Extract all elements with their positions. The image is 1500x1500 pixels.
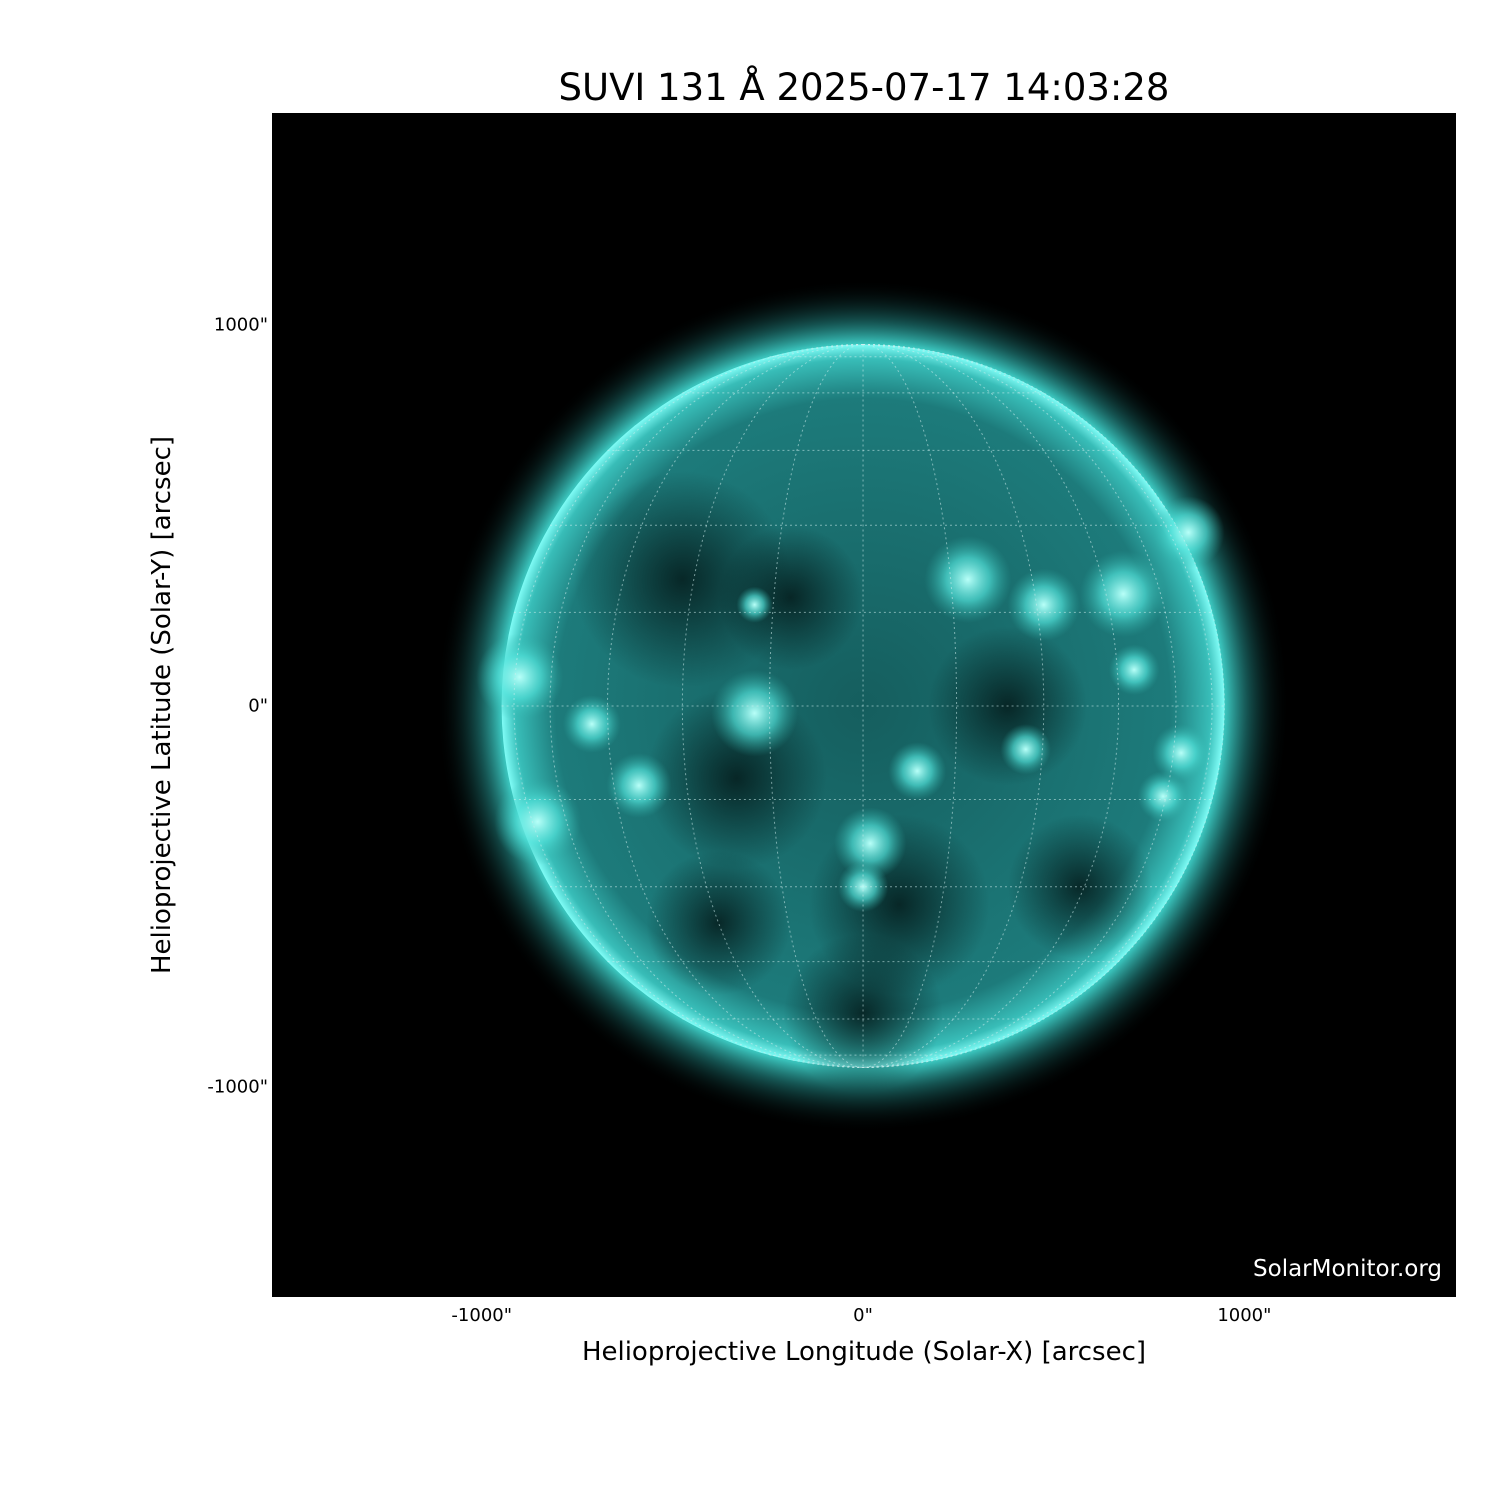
active-region [1137,771,1189,822]
active-region [1108,644,1160,696]
solar-image-axes: SolarMonitor.org [272,113,1456,1297]
longitude-grid-line [682,343,864,1068]
dark-region [646,850,791,996]
dark-region [1007,814,1153,959]
x-tick-label: -1000" [451,1305,513,1326]
active-region [1152,496,1225,569]
x-axis-label: Helioprojective Longitude (Solar-X) [arc… [581,1337,1147,1367]
longitude-grid-line [607,343,864,1068]
active-region [1152,724,1211,782]
longitude-grid-line [863,343,957,1068]
longitude-grid-line [863,343,1225,1068]
longitude-grid-line [550,343,864,1068]
dark-region [718,525,864,670]
watermark: SolarMonitor.org [1253,1256,1442,1282]
active-region [834,807,907,880]
active-region [736,586,773,623]
y-tick-label: -1000" [207,1076,268,1098]
x-tick-label: 1000" [1217,1305,1272,1326]
active-region [711,669,798,757]
dark-region [783,933,943,1093]
solar-image [436,279,1290,1133]
active-region [1000,724,1052,775]
longitude-grid-line [863,343,1119,1068]
active-region [1007,568,1080,641]
active-region [563,695,621,753]
longitude-grid-line [863,343,1177,1068]
active-region [888,742,947,800]
y-tick-label: 0" [248,695,268,717]
active-region [837,861,889,913]
x-tick-label: 0" [853,1305,873,1326]
active-region [1079,550,1167,638]
active-region [476,633,564,721]
active-region [924,536,1012,623]
plot-title: SUVI 131 Å 2025-07-17 14:03:28 [558,66,1170,109]
active-region [494,778,582,866]
y-tick-label: 1000" [213,314,268,336]
y-axis-label: Helioprojective Latitude (Solar-Y) [arcs… [147,435,177,975]
active-region [606,752,672,819]
longitude-grid-line [863,343,1044,1068]
longitude-grid-line [769,343,864,1068]
